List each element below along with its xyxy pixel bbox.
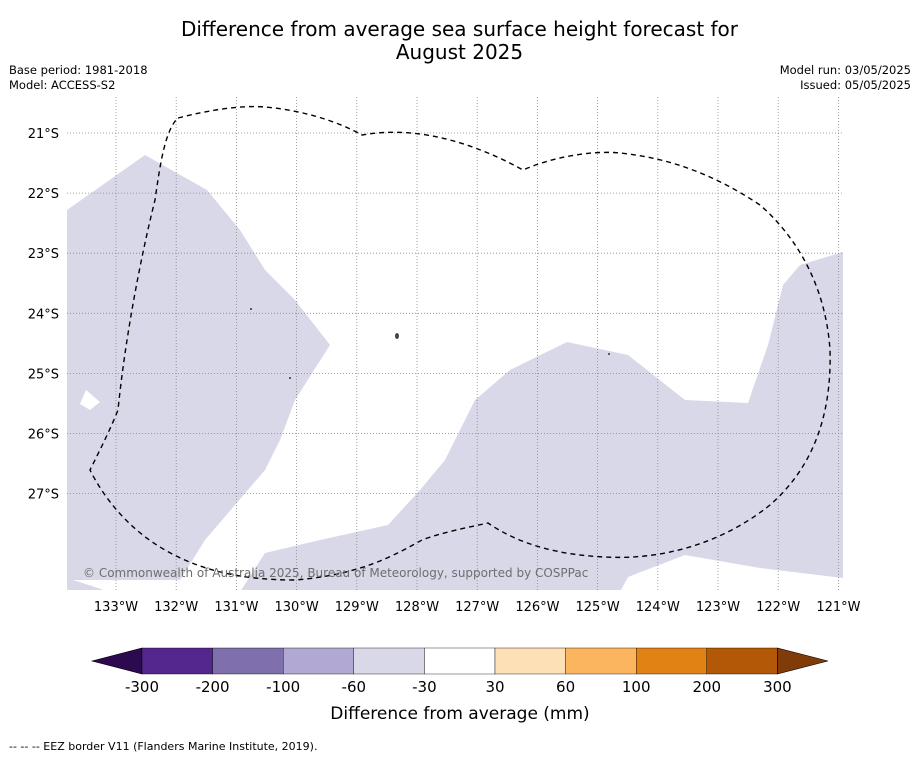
- longitude-label: 122°W: [756, 600, 800, 615]
- longitude-label: 125°W: [576, 600, 620, 615]
- eez-footnote: -- -- -- EEZ border V11 (Flanders Marine…: [9, 740, 318, 753]
- colorbar: -300 -200 -100 -60 -30 30 60 100 200 300: [90, 647, 829, 696]
- island-dot: [608, 353, 610, 355]
- longitude-label: 128°W: [395, 600, 439, 615]
- colorbar-tick-label: -200: [196, 678, 230, 696]
- longitude-label: 124°W: [636, 600, 680, 615]
- colorbar-tick-label: 60: [556, 678, 575, 696]
- latitude-label: 21°S: [28, 127, 59, 142]
- colorbar-bin: [141, 647, 213, 675]
- colorbar-bin: [494, 647, 566, 675]
- colorbar-bin: [636, 647, 708, 675]
- colorbar-tick-label: -60: [342, 678, 367, 696]
- latitude-label: 27°S: [28, 488, 59, 503]
- colorbar-bin: [353, 647, 425, 675]
- colorbar-under-triangle: [90, 647, 143, 675]
- shaded-region-southeast: [67, 252, 843, 590]
- latitude-label: 23°S: [28, 247, 59, 262]
- unshaded-patch: [80, 390, 100, 410]
- grid-lines: [67, 97, 843, 590]
- eez-border: [89, 105, 831, 581]
- latitude-label: 24°S: [28, 307, 59, 322]
- colorbar-label: Difference from average (mm): [330, 704, 589, 724]
- base-period-text: Base period: 1981-2018: [9, 63, 148, 77]
- model-run-text: Model run: 03/05/2025: [779, 63, 911, 77]
- island-dot: [250, 308, 252, 310]
- chart-title: Difference from average sea surface heig…: [0, 18, 919, 64]
- title-line-1: Difference from average sea surface heig…: [180, 17, 739, 41]
- longitude-label: 127°W: [455, 600, 499, 615]
- model-text: Model: ACCESS-S2: [9, 78, 116, 92]
- colorbar-bin: [424, 647, 496, 675]
- latitude-label: 22°S: [28, 187, 59, 202]
- colorbar-bin: [565, 647, 637, 675]
- longitude-label: 132°W: [154, 600, 198, 615]
- right-metadata: Model run: 03/05/2025 Issued: 05/05/2025: [780, 63, 911, 93]
- left-metadata: Base period: 1981-2018 Model: ACCESS-S2: [9, 63, 148, 93]
- longitude-label: 123°W: [696, 600, 740, 615]
- longitude-label: 130°W: [275, 600, 319, 615]
- longitude-label: 121°W: [816, 600, 860, 615]
- colorbar-tick-label: -100: [266, 678, 300, 696]
- copyright-text: © Commonwealth of Australia 2025, Bureau…: [83, 566, 588, 580]
- shaded-region-west: [67, 155, 330, 580]
- map-area: [67, 97, 843, 590]
- latitude-label: 25°S: [28, 367, 59, 382]
- longitude-labels: 133°W 132°W 131°W 130°W 129°W 128°W 127°W 126°W…: [94, 600, 861, 615]
- colorbar-tick-label: -30: [412, 678, 437, 696]
- island-dot: [395, 333, 399, 339]
- colorbar-bin: [706, 647, 778, 675]
- colorbar-bin: [212, 647, 284, 675]
- colorbar-tick-label: 30: [485, 678, 504, 696]
- colorbar-over-triangle: [777, 647, 829, 675]
- issued-text: Issued: 05/05/2025: [800, 78, 911, 92]
- longitude-label: 126°W: [515, 600, 559, 615]
- longitude-label: 129°W: [335, 600, 379, 615]
- colorbar-tick-label: 100: [622, 678, 651, 696]
- colorbar-tick-label: 200: [692, 678, 721, 696]
- colorbar-bin: [283, 647, 355, 675]
- latitude-label: 26°S: [28, 428, 59, 443]
- longitude-label: 133°W: [94, 600, 138, 615]
- title-line-2: August 2025: [395, 40, 524, 64]
- longitude-label: 131°W: [214, 600, 258, 615]
- island-dot: [289, 377, 291, 379]
- colorbar-tick-label: 300: [763, 678, 792, 696]
- latitude-labels: 21°S 22°S 23°S 24°S 25°S 26°S 27°S: [28, 127, 59, 503]
- colorbar-tick-label: -300: [125, 678, 159, 696]
